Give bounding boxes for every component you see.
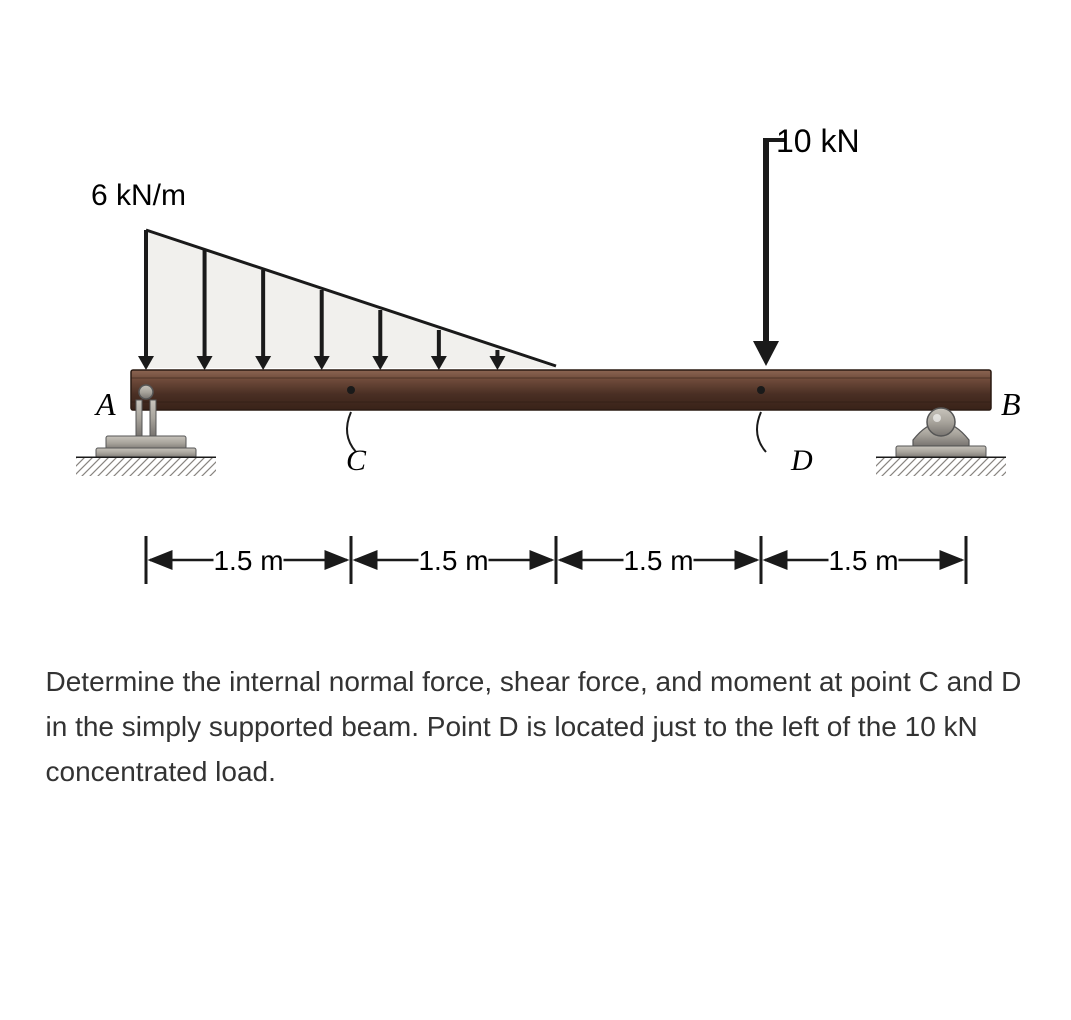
point-load-label: 10 kN [776, 123, 860, 159]
point-label-B: B [1001, 386, 1021, 422]
beam [131, 370, 991, 410]
beam-diagram: 6 kN/m 10 kN C D A B 1.5 m 1.5 m 1.5 m 1.5 m [46, 40, 1026, 640]
diagram-svg: 6 kN/m 10 kN C D A B 1.5 m 1.5 m 1.5 m 1.5 m [46, 40, 1026, 640]
point-label-A: A [94, 386, 116, 422]
point-label-C: C [346, 444, 367, 477]
point-label-D: D [790, 444, 813, 477]
dimension-label: 1.5 m [213, 545, 283, 576]
dimension-label: 1.5 m [828, 545, 898, 576]
problem-statement: Determine the internal normal force, she… [46, 660, 1026, 794]
dimension-label: 1.5 m [418, 545, 488, 576]
distributed-load-label: 6 kN/m [91, 179, 186, 212]
dimension-label: 1.5 m [623, 545, 693, 576]
